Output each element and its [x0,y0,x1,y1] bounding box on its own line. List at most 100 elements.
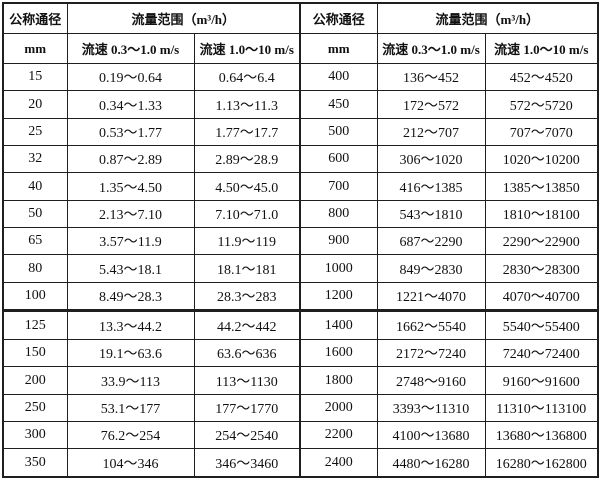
table-body: 15 0.19～0.64 0.64～6.4 400 136～452 452～45… [2,62,599,478]
flow-low-speed-left-cell: 33.9～113 [66,366,195,395]
nominal-diameter-right-cell: 900 [299,227,378,256]
flow-high-speed-left-cell: 1.77～17.7 [193,117,301,147]
flow-high-speed-left-cell: 11.9～119 [193,227,301,256]
header-high-speed-left: 流速 1.0～10 m/s [193,33,301,64]
header-nominal-diameter-left: 公称通径 [2,2,68,34]
nominal-diameter-right-cell: 400 [299,62,378,92]
flow-low-speed-right-cell: 306～1020 [376,145,486,174]
header-flow-range-left: 流量范围（m³/h） [66,2,301,34]
flow-high-speed-left-cell: 177～1770 [193,393,301,423]
flow-high-speed-right-cell: 7240～72400 [484,339,599,368]
flow-high-speed-right-cell: 9160～91600 [484,366,599,395]
table-row: 40 1.35～4.50 4.50～45.0 700 416～1385 1385… [2,172,599,201]
flow-low-speed-right-cell: 4100～13680 [376,421,486,450]
nominal-diameter-left-cell: 15 [2,62,68,92]
flow-low-speed-right-cell: 849～2830 [376,254,486,283]
table-row: 15 0.19～0.64 0.64～6.4 400 136～452 452～45… [2,62,599,92]
flow-high-speed-right-cell: 13680～136800 [484,421,599,450]
flow-low-speed-left-cell: 104～346 [66,448,195,478]
flow-low-speed-right-cell: 3393～11310 [376,393,486,423]
nominal-diameter-left-cell: 20 [2,90,68,119]
flow-high-speed-left-cell: 7.10～71.0 [193,199,301,229]
nominal-diameter-left-cell: 32 [2,145,68,174]
nominal-diameter-right-cell: 450 [299,90,378,119]
header-high-speed-right: 流速 1.0～10 m/s [484,33,599,64]
flow-low-speed-right-cell: 2748～9160 [376,366,486,395]
nominal-diameter-left-cell: 50 [2,199,68,229]
flow-high-speed-right-cell: 707～7070 [484,117,599,147]
header-unit-mm-right: mm [299,33,378,64]
flow-high-speed-right-cell: 16280～162800 [484,448,599,478]
flow-low-speed-left-cell: 3.57～11.9 [66,227,195,256]
flow-low-speed-left-cell: 19.1～63.6 [66,339,195,368]
flow-high-speed-left-cell: 113～1130 [193,366,301,395]
header-nominal-diameter-right: 公称通径 [299,2,378,34]
flow-low-speed-left-cell: 1.35～4.50 [66,172,195,201]
table-row: 200 33.9～113 113～1130 1800 2748～9160 916… [2,366,599,395]
table-row: 32 0.87～2.89 2.89～28.9 600 306～1020 1020… [2,145,599,174]
table-row: 80 5.43～18.1 18.1～181 1000 849～2830 2830… [2,254,599,283]
header-low-speed-left: 流速 0.3～1.0 m/s [66,33,195,64]
flow-high-speed-right-cell: 2830～28300 [484,254,599,283]
nominal-diameter-left-cell: 200 [2,366,68,395]
flow-low-speed-left-cell: 0.34～1.33 [66,90,195,119]
table-row: 20 0.34～1.33 1.13～11.3 450 172～572 572～5… [2,90,599,119]
flow-high-speed-left-cell: 18.1～181 [193,254,301,283]
nominal-diameter-left-cell: 350 [2,448,68,478]
table-header: 公称通径 流量范围（m³/h） 公称通径 流量范围（m³/h） mm 流速 0.… [2,2,599,64]
flow-high-speed-right-cell: 4070～40700 [484,281,599,312]
nominal-diameter-left-cell: 150 [2,339,68,368]
flow-low-speed-right-cell: 1221～4070 [376,281,486,312]
flow-low-speed-right-cell: 416～1385 [376,172,486,201]
header-row-2: mm 流速 0.3～1.0 m/s 流速 1.0～10 m/s mm 流速 0.… [2,33,599,64]
nominal-diameter-left-cell: 80 [2,254,68,283]
nominal-diameter-right-cell: 1400 [299,309,378,341]
flow-high-speed-left-cell: 63.6～636 [193,339,301,368]
header-low-speed-right: 流速 0.3～1.0 m/s [376,33,486,64]
nominal-diameter-right-cell: 2000 [299,393,378,423]
flow-low-speed-left-cell: 76.2～254 [66,421,195,450]
flow-low-speed-right-cell: 172～572 [376,90,486,119]
header-row-1: 公称通径 流量范围（m³/h） 公称通径 流量范围（m³/h） [2,2,599,34]
table-row: 50 2.13～7.10 7.10～71.0 800 543～1810 1810… [2,199,599,229]
table-row: 350 104～346 346～3460 2400 4480～16280 162… [2,448,599,478]
nominal-diameter-right-cell: 2200 [299,421,378,450]
flow-low-speed-right-cell: 1662～5540 [376,309,486,341]
nominal-diameter-left-cell: 65 [2,227,68,256]
flow-low-speed-left-cell: 0.53～1.77 [66,117,195,147]
nominal-diameter-right-cell: 700 [299,172,378,201]
flow-high-speed-right-cell: 1385～13850 [484,172,599,201]
nominal-diameter-right-cell: 1800 [299,366,378,395]
nominal-diameter-left-cell: 300 [2,421,68,450]
nominal-diameter-right-cell: 1600 [299,339,378,368]
header-flow-range-right: 流量范围（m³/h） [376,2,599,34]
nominal-diameter-right-cell: 500 [299,117,378,147]
flow-high-speed-right-cell: 11310～113100 [484,393,599,423]
flow-low-speed-right-cell: 136～452 [376,62,486,92]
flow-low-speed-left-cell: 0.19～0.64 [66,62,195,92]
flow-low-speed-left-cell: 5.43～18.1 [66,254,195,283]
flow-high-speed-left-cell: 44.2～442 [193,309,301,341]
flow-low-speed-right-cell: 2172～7240 [376,339,486,368]
flow-low-speed-left-cell: 13.3～44.2 [66,309,195,341]
flow-high-speed-left-cell: 1.13～11.3 [193,90,301,119]
flow-low-speed-left-cell: 53.1～177 [66,393,195,423]
nominal-diameter-left-cell: 100 [2,281,68,312]
flow-high-speed-right-cell: 1020～10200 [484,145,599,174]
flow-low-speed-right-cell: 543～1810 [376,199,486,229]
table-row: 300 76.2～254 254～2540 2200 4100～13680 13… [2,421,599,450]
nominal-diameter-left-cell: 250 [2,393,68,423]
flow-high-speed-left-cell: 254～2540 [193,421,301,450]
flow-high-speed-right-cell: 452～4520 [484,62,599,92]
flow-low-speed-left-cell: 0.87～2.89 [66,145,195,174]
table-row: 125 13.3～44.2 44.2～442 1400 1662～5540 55… [2,309,599,341]
nominal-diameter-right-cell: 1000 [299,254,378,283]
header-unit-mm-left: mm [2,33,68,64]
flow-high-speed-left-cell: 0.64～6.4 [193,62,301,92]
flow-low-speed-right-cell: 4480～16280 [376,448,486,478]
nominal-diameter-right-cell: 600 [299,145,378,174]
flow-low-speed-right-cell: 212～707 [376,117,486,147]
table-row: 250 53.1～177 177～1770 2000 3393～11310 11… [2,393,599,423]
table-row: 100 8.49～28.3 28.3～283 1200 1221～4070 40… [2,281,599,312]
